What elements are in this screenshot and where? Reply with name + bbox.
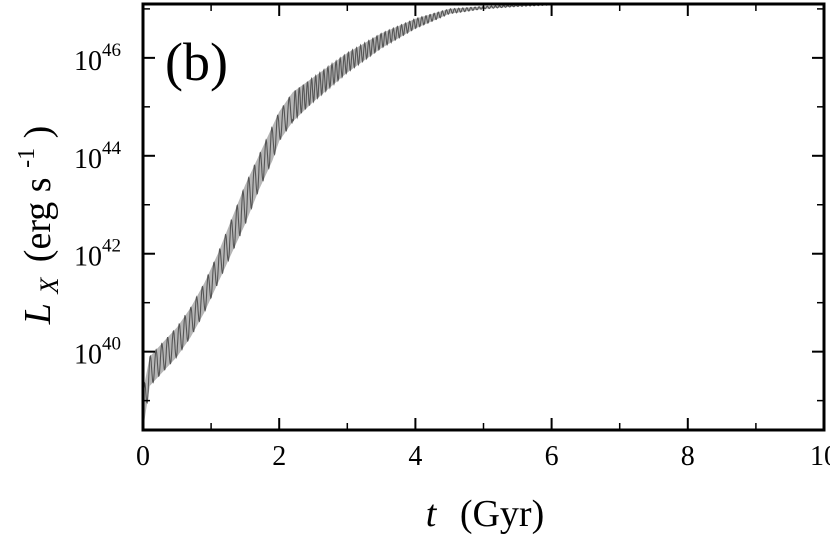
y-tick-label: 1044	[74, 138, 122, 175]
panel-label: (b)	[165, 32, 228, 92]
tick-layer: 0 2 4 6 8 10 1040 1042 1044 1046	[74, 4, 830, 472]
x-axis-unit: (Gyr)	[460, 493, 544, 535]
data-layer	[142, 3, 825, 430]
x-tick-label: 8	[681, 441, 695, 472]
y-tick-label: 1040	[74, 334, 121, 371]
y-axis-sub: X	[35, 277, 64, 295]
x-tick-label: 2	[272, 441, 286, 472]
y-tick-label: 1042	[74, 236, 121, 273]
x-tick-label: 10	[810, 441, 830, 472]
y-axis-unit-open: (erg s	[17, 177, 59, 262]
y-axis-unit-close: )	[17, 126, 59, 139]
x-tick-label: 6	[545, 441, 559, 472]
y-axis-var: L	[17, 303, 59, 325]
x-axis-var: t	[426, 493, 438, 535]
y-axis-label: L X (erg s -1 )	[1, 126, 67, 325]
y-axis-unit-exp: -1	[14, 148, 40, 168]
x-tick-label: 0	[136, 441, 150, 472]
y-tick-label: 1046	[74, 40, 121, 77]
x-tick-label: 4	[408, 441, 422, 472]
x-axis-label: t (Gyr)	[426, 493, 544, 535]
